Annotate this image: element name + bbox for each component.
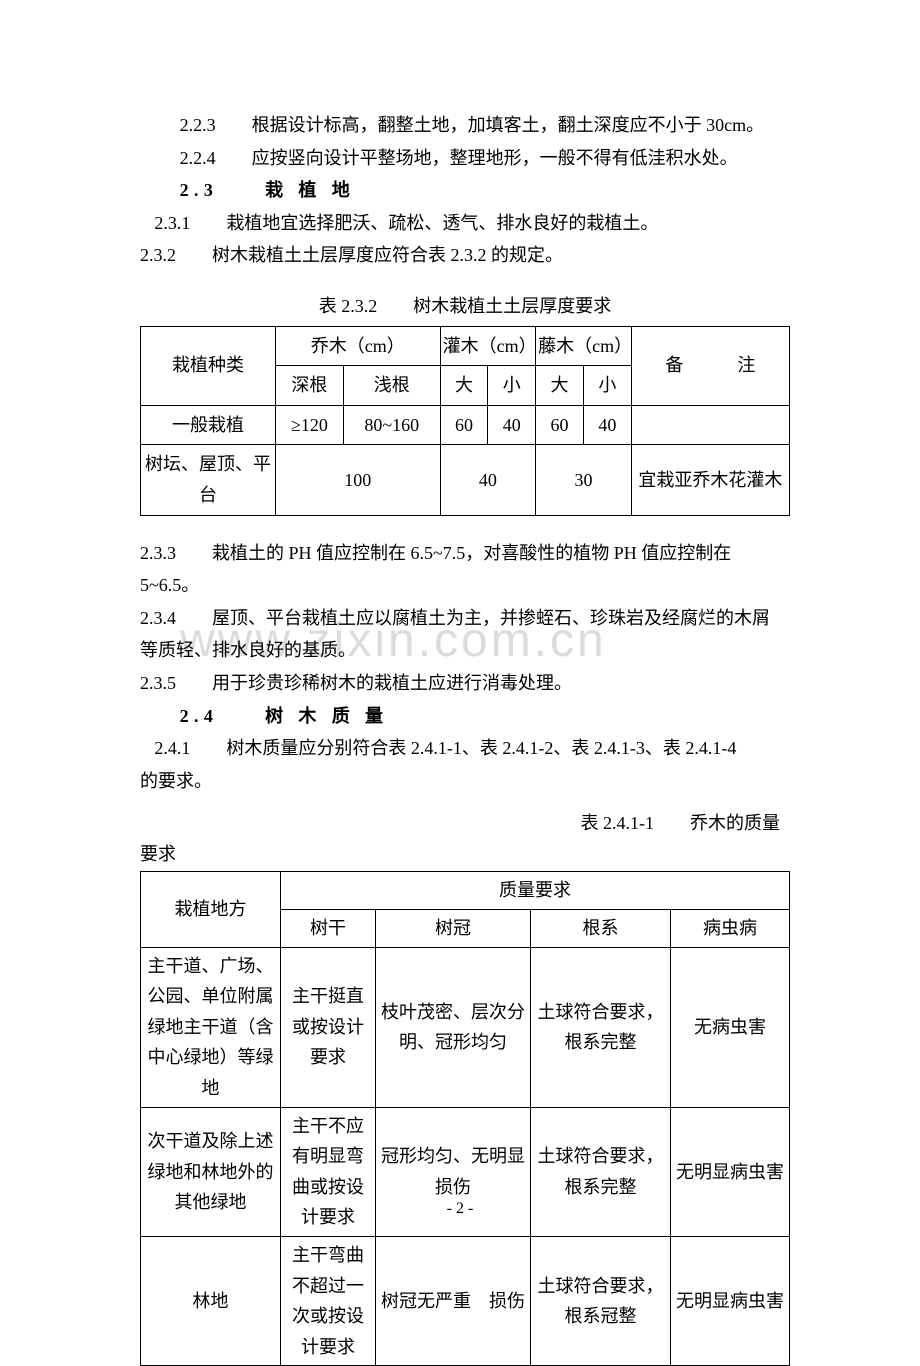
table-2-3-2-caption: 表 2.3.2 树木栽植土土层厚度要求 <box>140 291 790 322</box>
table-2-4-1-caption2: 要求 <box>140 839 790 870</box>
table-row: 次干道及除上述绿地和林地外的其他绿地 主干不应有明显弯曲或按设计要求 冠形均匀、… <box>141 1107 790 1236</box>
cell: 无明显病虫害 <box>671 1237 790 1366</box>
table-row: 树坛、屋顶、平台 100 40 30 宜栽亚乔木花灌木 <box>141 445 790 515</box>
cell: 土球符合要求，根系冠整 <box>531 1237 671 1366</box>
cell: 一般栽植 <box>141 405 276 445</box>
cell: 林地 <box>141 1237 281 1366</box>
cell: 30 <box>536 445 632 515</box>
header-quality: 质量要求 <box>281 872 790 910</box>
table-2-4-1-1: 栽植地方 质量要求 树干 树冠 根系 病虫病 主干道、广场、公园、单位附属绿地主… <box>140 871 790 1366</box>
header-small: 小 <box>583 366 631 406</box>
para-2-3-4b: 等质轻、排水良好的基质。 <box>140 635 790 666</box>
cell: 100 <box>276 445 441 515</box>
cell: ≥120 <box>276 405 344 445</box>
header-remark: 备 注 <box>631 326 789 405</box>
para-2-3-3b: 5~6.5。 <box>140 570 790 601</box>
para-2-3-4a: 2.3.4 屋顶、平台栽植土应以腐植土为主，并掺蛭石、珍珠岩及经腐烂的木屑 <box>140 603 790 634</box>
cell: 冠形均匀、无明显损伤 <box>376 1107 531 1236</box>
cell: 宜栽亚乔木花灌木 <box>631 445 789 515</box>
header-crown: 树冠 <box>376 910 531 948</box>
table-row: 栽植种类 乔木（cm） 灌木（cm） 藤木（cm） 备 注 <box>141 326 790 366</box>
table-2-3-2: 栽植种类 乔木（cm） 灌木（cm） 藤木（cm） 备 注 深根 浅根 大 小 … <box>140 326 790 516</box>
cell: 枝叶茂密、层次分明、冠形均匀 <box>376 947 531 1107</box>
cell: 次干道及除上述绿地和林地外的其他绿地 <box>141 1107 281 1236</box>
header-big: 大 <box>536 366 584 406</box>
header-shallow: 浅根 <box>343 366 440 406</box>
cell: 土球符合要求，根系完整 <box>531 947 671 1107</box>
section-2-3-title: 2.3 栽 植 地 <box>140 175 790 206</box>
para-2-4-1b: 的要求。 <box>140 766 790 797</box>
table-row: 主干道、广场、公园、单位附属绿地主干道（含中心绿地）等绿地 主干挺直或按设计要求… <box>141 947 790 1107</box>
cell: 无明显病虫害 <box>671 1107 790 1236</box>
cell: 土球符合要求，根系完整 <box>531 1107 671 1236</box>
cell: 主干道、广场、公园、单位附属绿地主干道（含中心绿地）等绿地 <box>141 947 281 1107</box>
header-teng: 藤木（cm） <box>536 326 632 366</box>
header-type: 栽植种类 <box>141 326 276 405</box>
cell: 80~160 <box>343 405 440 445</box>
table-row: 一般栽植 ≥120 80~160 60 40 60 40 <box>141 405 790 445</box>
para-2-2-3: 2.2.3 根据设计标高，翻整土地，加填客土，翻土深度应不小于 30cm。 <box>140 110 790 141</box>
cell: 主干挺直或按设计要求 <box>281 947 376 1107</box>
header-small: 小 <box>488 366 536 406</box>
table-row: 林地 主干弯曲不超过一次或按设计要求 树冠无严重 损伤 土球符合要求，根系冠整 … <box>141 1237 790 1366</box>
section-2-4-title: 2.4 树 木 质 量 <box>140 701 790 732</box>
cell: 40 <box>488 405 536 445</box>
para-2-3-2: 2.3.2 树木栽植土土层厚度应符合表 2.3.2 的规定。 <box>140 240 790 271</box>
cell: 40 <box>583 405 631 445</box>
header-place: 栽植地方 <box>141 872 281 947</box>
table-2-4-1-caption: 表 2.4.1-1 乔木的质量 <box>140 808 790 839</box>
header-big: 大 <box>440 366 488 406</box>
cell: 无病虫害 <box>671 947 790 1107</box>
header-pest: 病虫病 <box>671 910 790 948</box>
para-2-3-1: 2.3.1 栽植地宜选择肥沃、疏松、透气、排水良好的栽植土。 <box>140 208 790 239</box>
header-trunk: 树干 <box>281 910 376 948</box>
cell: 40 <box>440 445 536 515</box>
header-qiao: 乔木（cm） <box>276 326 441 366</box>
cell: 主干不应有明显弯曲或按设计要求 <box>281 1107 376 1236</box>
cell <box>631 405 789 445</box>
cell: 主干弯曲不超过一次或按设计要求 <box>281 1237 376 1366</box>
para-2-3-3a: 2.3.3 栽植土的 PH 值应控制在 6.5~7.5，对喜酸性的植物 PH 值… <box>140 538 790 569</box>
header-guan: 灌木（cm） <box>440 326 536 366</box>
header-root: 根系 <box>531 910 671 948</box>
para-2-4-1a: 2.4.1 树木质量应分别符合表 2.4.1-1、表 2.4.1-2、表 2.4… <box>140 733 790 764</box>
cell: 60 <box>536 405 584 445</box>
cell: 树坛、屋顶、平台 <box>141 445 276 515</box>
table-row: 栽植地方 质量要求 <box>141 872 790 910</box>
para-2-3-5: 2.3.5 用于珍贵珍稀树木的栽植土应进行消毒处理。 <box>140 668 790 699</box>
page-content: 2.2.3 根据设计标高，翻整土地，加填客土，翻土深度应不小于 30cm。 2.… <box>140 110 790 1366</box>
para-2-2-4: 2.2.4 应按竖向设计平整场地，整理地形，一般不得有低洼积水处。 <box>140 143 790 174</box>
cell: 60 <box>440 405 488 445</box>
cell: 树冠无严重 损伤 <box>376 1237 531 1366</box>
header-deep: 深根 <box>276 366 344 406</box>
